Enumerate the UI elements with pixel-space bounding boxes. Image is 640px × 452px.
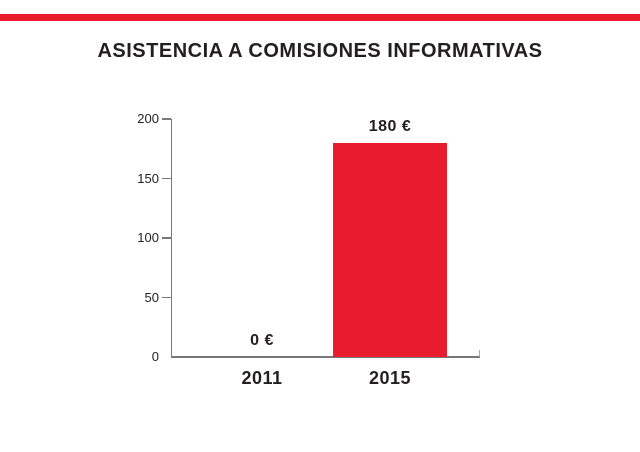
bar bbox=[333, 142, 447, 357]
bar-value-label: 180 € bbox=[368, 117, 412, 135]
y-tick-mark bbox=[162, 237, 171, 239]
y-axis-line bbox=[170, 119, 172, 357]
y-tick-label: 150 bbox=[137, 170, 159, 186]
x-axis-end-tick bbox=[478, 350, 480, 357]
x-axis-line bbox=[170, 356, 480, 358]
bar-value-label: 0 € bbox=[250, 332, 274, 349]
y-tick-label: 0 bbox=[151, 349, 159, 364]
y-tick-mark bbox=[162, 118, 171, 120]
y-tick-mark bbox=[162, 296, 171, 299]
chart-title: ASISTENCIA A COMISIONES INFORMATIVAS bbox=[97, 40, 543, 62]
y-tick-label: 200 bbox=[137, 111, 159, 126]
y-tick-label: 50 bbox=[144, 289, 159, 305]
y-tick-label: 100 bbox=[137, 230, 159, 245]
x-category-label: 2011 bbox=[241, 368, 283, 388]
top-accent-bar bbox=[0, 14, 640, 21]
y-tick-mark bbox=[162, 177, 171, 180]
x-category-label: 2015 bbox=[368, 368, 412, 388]
